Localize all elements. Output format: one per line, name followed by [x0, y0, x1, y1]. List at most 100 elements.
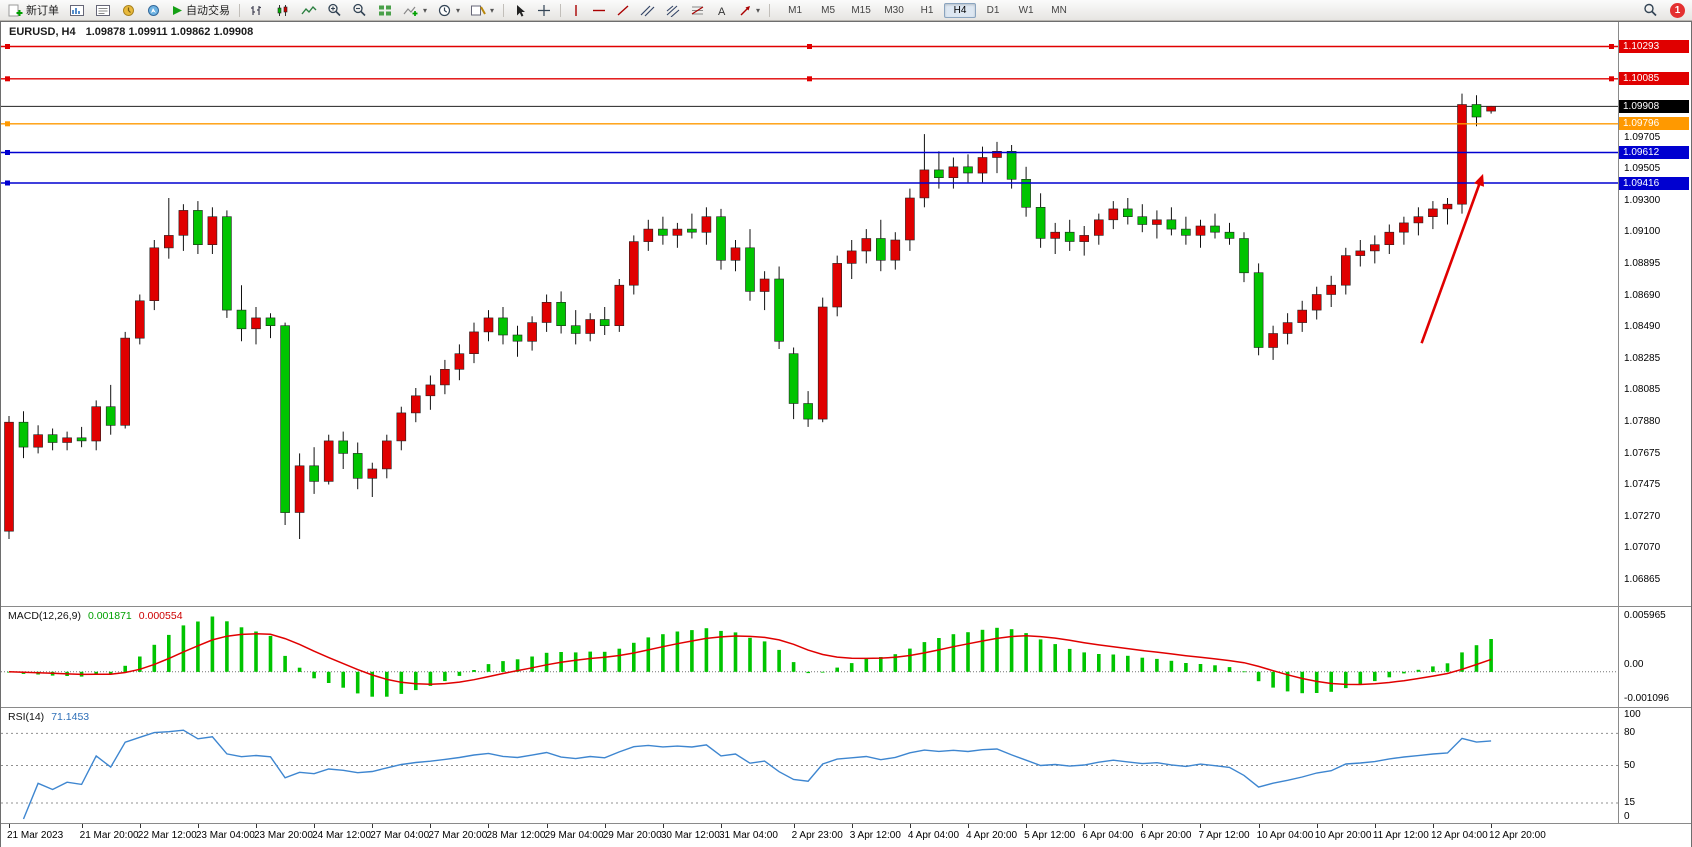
timeframe-m1-button[interactable]: M1	[788, 4, 803, 16]
candlestick-chart-icon	[277, 4, 288, 16]
macd-bar	[297, 667, 302, 672]
line-handle[interactable]	[5, 76, 10, 82]
macd-bar	[326, 671, 331, 683]
crosshair-button[interactable]	[533, 1, 555, 20]
line-handle[interactable]	[1609, 76, 1614, 82]
periods-button[interactable]: ▾	[433, 1, 464, 20]
tile-windows-button[interactable]	[373, 1, 397, 20]
timeframe-d1-button[interactable]: D1	[986, 4, 1000, 16]
search-icon	[1644, 3, 1657, 17]
macd-panel[interactable]: 0.005965 0.00 -0.001096 MACD(12,26,9) 0.00…	[1, 606, 1691, 707]
bar-chart-button[interactable]	[245, 1, 269, 20]
macd-bar	[966, 632, 970, 672]
level-price-tag: 1.09796	[1619, 117, 1689, 131]
candle	[1035, 193, 1046, 248]
line-handle[interactable]	[807, 44, 812, 49]
new-order-button[interactable]: 新订单	[4, 1, 63, 20]
vertical-line-button[interactable]	[566, 1, 586, 20]
andrews-pitchfork-button[interactable]	[661, 1, 684, 20]
line-handle[interactable]	[1609, 44, 1614, 49]
candle	[62, 431, 72, 451]
macd-bar	[210, 616, 215, 672]
price-chart-panel[interactable]: 1.09705 1.09505 1.09300 1.09100 1.08895 1.086…	[1, 22, 1691, 606]
equidistant-channel-button[interactable]	[636, 1, 659, 20]
templates-button[interactable]: ▾	[466, 1, 498, 20]
macd-bar	[457, 671, 462, 676]
charts-window-button[interactable]	[65, 1, 89, 20]
macd-bar	[486, 664, 491, 672]
horizontal-line-button[interactable]	[588, 1, 610, 20]
candle	[556, 291, 566, 334]
text-button[interactable]: A	[711, 1, 732, 20]
line-handle[interactable]	[5, 44, 10, 49]
zoom-in-button[interactable]	[323, 1, 346, 20]
rsi-axis-label: 50	[1624, 759, 1636, 771]
arrows-button[interactable]: ▾	[734, 1, 764, 20]
notification-badge[interactable]: 1	[1670, 2, 1685, 18]
line-handle[interactable]	[5, 150, 10, 155]
macd-bar	[1445, 663, 1450, 672]
price-plot[interactable]	[1, 22, 1619, 606]
candle	[774, 266, 784, 349]
price-axis[interactable]: 1.09705 1.09505 1.09300 1.09100 1.08895 1.086…	[1618, 22, 1691, 606]
macd-label: MACD(12,26,9) 0.001871 0.000554	[8, 610, 183, 622]
time-axis-label: 12 Apr 04:00	[1430, 830, 1488, 841]
level-price-tag: 1.09416	[1619, 176, 1689, 190]
search-button[interactable]	[1639, 1, 1662, 20]
trendline-button[interactable]	[612, 1, 634, 20]
candle	[1253, 263, 1264, 356]
rsi-panel[interactable]: 100 80 50 15 0 RSI(14) 71.1453	[1, 707, 1691, 823]
line-handle[interactable]	[5, 180, 10, 186]
zoom-out-button[interactable]	[348, 1, 371, 20]
candle	[1137, 204, 1148, 233]
macd-bar	[704, 628, 709, 672]
navigator-button[interactable]	[142, 1, 165, 20]
macd-bar	[472, 670, 476, 672]
rsi-value: 71.1453	[51, 711, 90, 723]
indicators-button[interactable]: ▾	[399, 1, 431, 20]
time-axis-label: 6 Apr 20:00	[1140, 830, 1192, 841]
timeframe-w1-button[interactable]: W1	[1018, 4, 1034, 16]
macd-bar	[806, 671, 810, 674]
macd-bar	[1213, 665, 1217, 672]
auto-trading-button[interactable]: 自动交易	[167, 1, 234, 20]
candlestick-chart-button[interactable]	[271, 1, 295, 20]
line-chart-button[interactable]	[297, 1, 321, 20]
data-window-button[interactable]	[91, 1, 115, 20]
andrews-pitchfork-icon	[666, 5, 680, 17]
line-handle[interactable]	[5, 121, 10, 127]
candle	[323, 434, 334, 485]
time-axis[interactable]: 21 Mar 2023 21 Mar 20:00 22 Mar 12:00 23 Ma…	[1, 823, 1691, 847]
candle	[425, 375, 436, 410]
macd-bar	[995, 627, 999, 672]
time-axis-label: 10 Apr 20:00	[1314, 830, 1372, 841]
macd-bar	[719, 630, 723, 672]
candle	[410, 388, 421, 423]
indicators-caret-icon: ▾	[423, 5, 428, 15]
candle	[469, 322, 479, 364]
candle	[1471, 95, 1482, 127]
macd-bar	[196, 621, 200, 672]
time-tick	[197, 824, 199, 828]
timeframe-h1-button[interactable]: H1	[920, 4, 934, 16]
timeframe-m15-button[interactable]: M15	[851, 4, 871, 16]
macd-signal-line	[8, 633, 1492, 686]
time-axis-label: 31 Mar 04:00	[718, 830, 778, 841]
macd-bar	[1184, 663, 1188, 672]
timeframe-m30-button[interactable]: M30	[884, 4, 904, 16]
candle	[1006, 145, 1017, 189]
cursor-button[interactable]	[509, 1, 531, 20]
price-axis-label: 1.07475	[1624, 479, 1661, 491]
timeframe-h4-button[interactable]: H4	[944, 2, 977, 18]
fibonacci-button[interactable]	[686, 1, 709, 20]
arrow-annotation[interactable]	[1420, 173, 1484, 344]
candle	[1341, 247, 1351, 295]
timeframe-mn-button[interactable]: MN	[1051, 4, 1067, 16]
timeframe-m5-button[interactable]: M5	[821, 4, 836, 16]
candle	[527, 316, 537, 351]
line-handle[interactable]	[807, 76, 812, 82]
macd-bar	[646, 637, 651, 672]
price-axis-label: 1.07880	[1624, 416, 1661, 428]
candle	[1370, 235, 1380, 264]
market-watch-button[interactable]	[117, 1, 140, 20]
